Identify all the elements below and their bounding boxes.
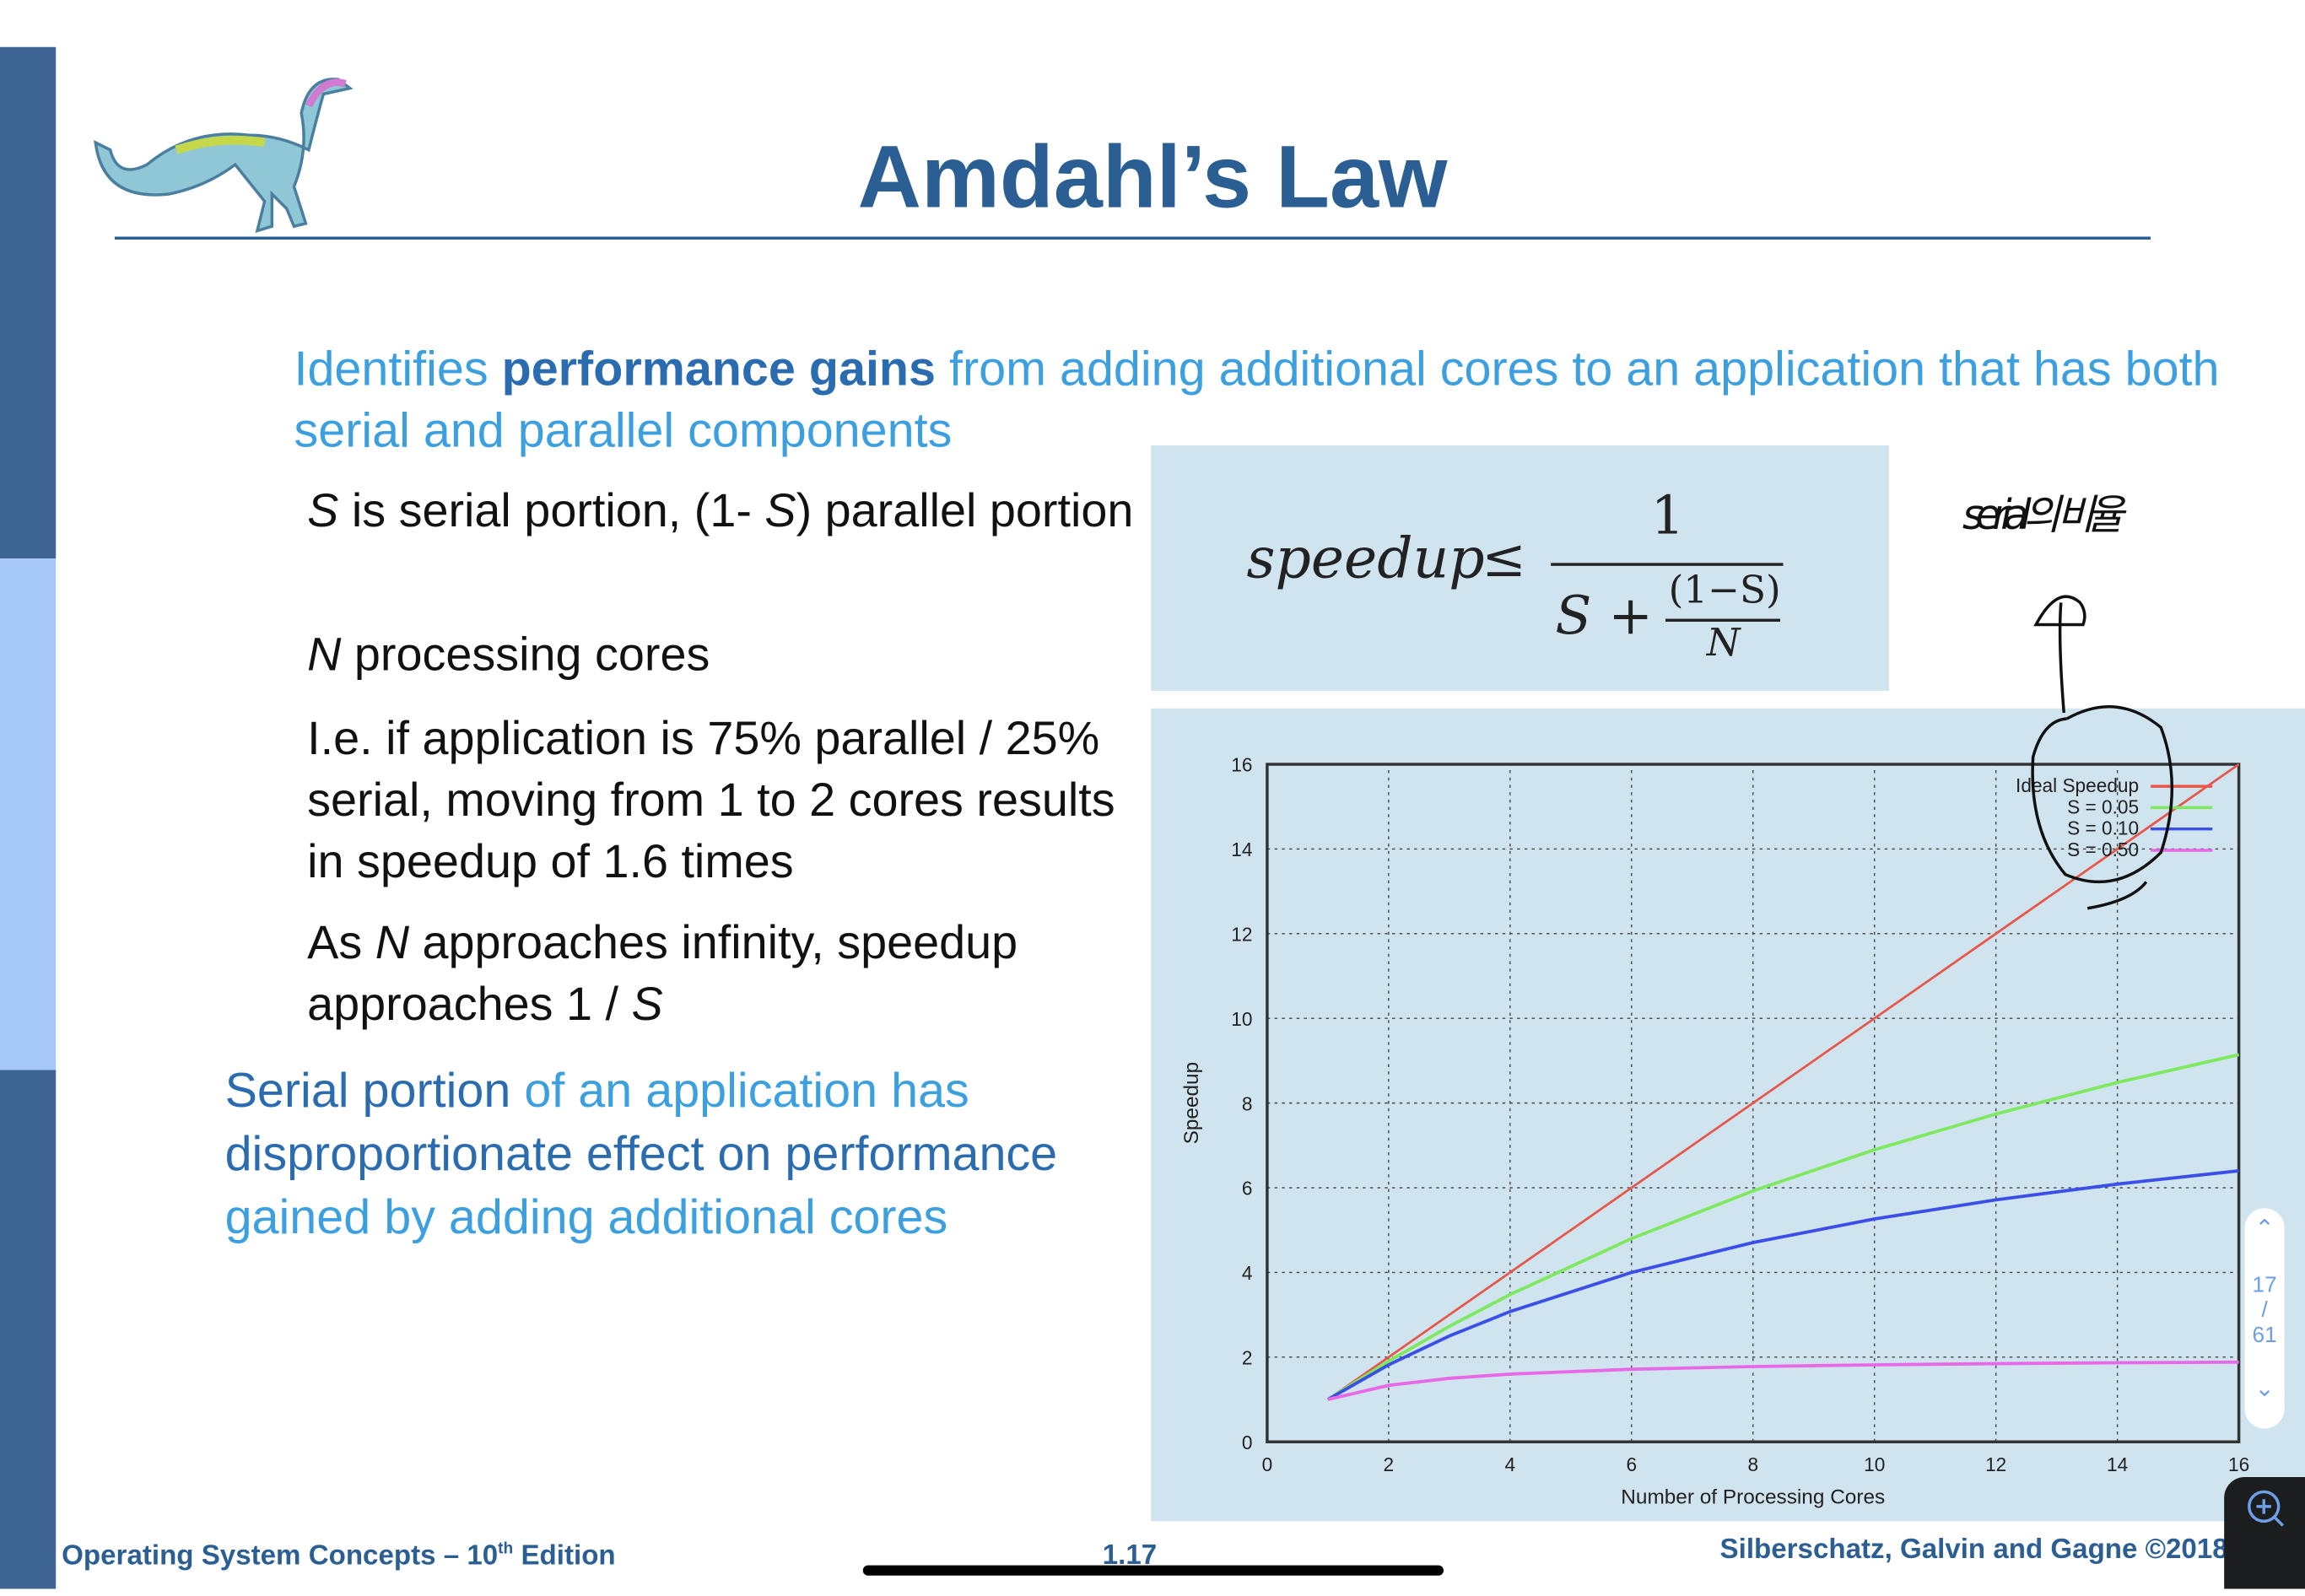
series-line-3 [1327, 1360, 2239, 1401]
intro-text: Identifies [294, 341, 502, 396]
x-tick-label: 2 [1384, 1453, 1395, 1475]
bullet-cores: N processing cores [307, 623, 1160, 685]
conclusion-text: of an application has [510, 1062, 969, 1118]
bullet-example: I.e. if application is 75% parallel / 25… [307, 707, 1160, 892]
bullet-limit: As N approaches infinity, speedup approa… [307, 911, 1160, 1034]
x-axis-label: Number of Processing Cores [1621, 1485, 1885, 1508]
y-tick-label: 4 [1242, 1262, 1253, 1284]
formula-inner-numerator: (1−S) [1668, 569, 1781, 613]
footer-text: Edition [513, 1540, 616, 1572]
formula-relation: ≤ [1482, 529, 1526, 590]
x-tick-label: 8 [1747, 1453, 1758, 1475]
inner-fraction-bar [1665, 618, 1780, 623]
formula-lhs: speedup [1246, 526, 1485, 591]
chevron-down-icon[interactable]: ⌄ [2254, 1377, 2275, 1403]
total-pages: 61 [2252, 1323, 2277, 1348]
speedup-formula: speedup ≤ 1 S + (1−S) N [1151, 445, 1889, 691]
series-line-0 [1327, 763, 2240, 1401]
circle-annotation [2031, 704, 2173, 910]
chart-panel [1151, 708, 2305, 1522]
variable-text: N [375, 915, 409, 969]
y-tick-label: 16 [1231, 754, 1252, 776]
x-tick-label: 14 [2107, 1453, 2128, 1475]
conclusion-text: gained by adding additional cores [224, 1189, 948, 1244]
variable-text: N [307, 627, 342, 681]
bullet-text: is serial portion, (1- [338, 483, 765, 536]
bullet-text: I.e. if application is 75% parallel / 25… [307, 711, 1115, 888]
legend-label: S = 0.50 [2067, 838, 2139, 860]
legend-label: S = 0.05 [2067, 795, 2139, 817]
slide-title: Amdahl’s Law [857, 127, 1448, 227]
y-tick-label: 10 [1231, 1008, 1252, 1030]
footer-sup: th [498, 1539, 514, 1558]
plot-frame [1266, 763, 2241, 1443]
variable-text: S [764, 483, 796, 536]
conclusion-text: Serial portion [224, 1062, 511, 1118]
intro-emphasis: performance gains [501, 341, 937, 396]
legend-label: Ideal Speedup [2016, 774, 2139, 796]
series-line-1 [1326, 1053, 2240, 1401]
bullet-text: As [307, 915, 375, 969]
y-tick-label: 12 [1231, 924, 1252, 946]
x-tick-label: 0 [1262, 1453, 1273, 1475]
home-indicator[interactable] [862, 1565, 1444, 1576]
bullet-text: ) parallel portion [796, 483, 1134, 536]
fraction-bar [1551, 563, 1784, 566]
formula-denominator-s: S + [1555, 586, 1653, 647]
chevron-up-icon[interactable]: ⌃ [2254, 1216, 2275, 1243]
x-tick-label: 16 [2228, 1453, 2249, 1475]
conclusion-text: disproportionate effect on performance [224, 1125, 1058, 1181]
x-tick-label: 12 [1985, 1453, 2006, 1475]
series-line-2 [1326, 1169, 2239, 1401]
formula-inner-denominator: N [1706, 622, 1741, 666]
conclusion-bullet: Serial portion of an application has dis… [225, 1058, 1166, 1248]
legend-label: S = 0.10 [2067, 817, 2139, 839]
y-tick-label: 6 [1242, 1178, 1253, 1200]
intro-text: from adding additional cores to an appli… [294, 341, 2220, 457]
annotation-text: serial의 비율 [1962, 491, 2127, 539]
sidebar-band-dark [0, 1070, 57, 1589]
sidebar-band-dark [0, 46, 57, 559]
y-axis-label: Speedup [1180, 1062, 1203, 1145]
x-tick-label: 6 [1626, 1453, 1637, 1475]
page-separator: / [2261, 1297, 2268, 1324]
y-tick-label: 2 [1242, 1347, 1253, 1369]
bullet-serial-portion: S is serial portion, (1- S) parallel por… [307, 479, 1160, 541]
y-tick-label: 8 [1242, 1092, 1253, 1114]
page-scroller[interactable]: ⌃ 17 / 61 ⌄ [2244, 1208, 2285, 1429]
zoom-in-icon [2248, 1490, 2285, 1527]
current-page: 17 [2252, 1272, 2277, 1298]
title-divider [114, 236, 2151, 240]
x-tick-label: 10 [1864, 1453, 1885, 1475]
x-tick-label: 4 [1505, 1453, 1516, 1475]
bullet-text: processing cores [341, 627, 710, 681]
y-tick-label: 0 [1242, 1432, 1253, 1453]
variable-text: S [307, 483, 339, 536]
footer-text: Operating System Concepts – 10 [62, 1540, 499, 1572]
dinosaur-logo-icon [94, 78, 354, 234]
formula-numerator: 1 [1650, 486, 1685, 547]
footer-book-title: Operating System Concepts – 10th Edition [62, 1540, 615, 1573]
variable-text: S [631, 977, 663, 1031]
sidebar-band-light [0, 558, 57, 1070]
bullet-text: approaches infinity, speedup approaches … [307, 915, 1018, 1031]
zoom-button[interactable] [2224, 1477, 2305, 1589]
arrow-up-icon [2033, 595, 2086, 714]
intro-bullet: Identifies performance gains from adding… [294, 338, 2234, 461]
footer-copyright: Silberschatz, Galvin and Gagne ©2018 [1719, 1534, 2228, 1566]
y-tick-label: 14 [1231, 838, 1252, 860]
handwritten-annotation: serial의 비율 [1962, 491, 2173, 910]
